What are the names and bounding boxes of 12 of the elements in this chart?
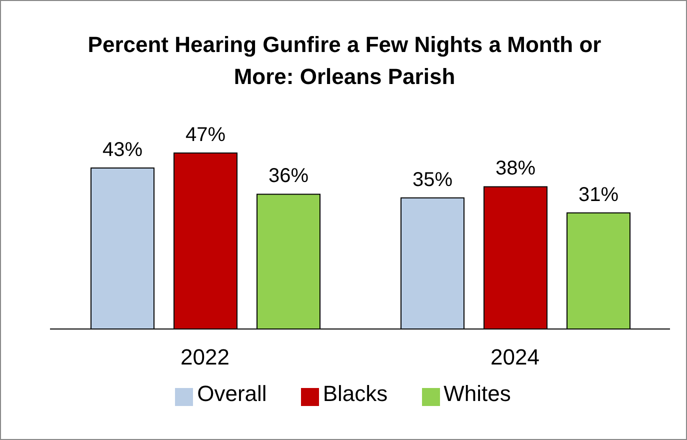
x-tick-label: 2022: [180, 344, 230, 370]
data-label: 38%: [495, 158, 536, 180]
data-label: 35%: [412, 168, 453, 191]
legend-label: Whites: [444, 381, 511, 406]
legend-label: Overall: [197, 381, 267, 406]
legend-label: Blacks: [322, 381, 388, 406]
chart-title: Percent Hearing Gunfire a Few Nights a Month or More: Orleans Parish: [86, 31, 602, 91]
data-label: 36%: [268, 165, 309, 188]
data-label: 31%: [578, 184, 619, 206]
x-tick-label: 2024: [490, 344, 540, 370]
data-label: 47%: [185, 124, 226, 146]
data-label: 43%: [102, 138, 143, 161]
